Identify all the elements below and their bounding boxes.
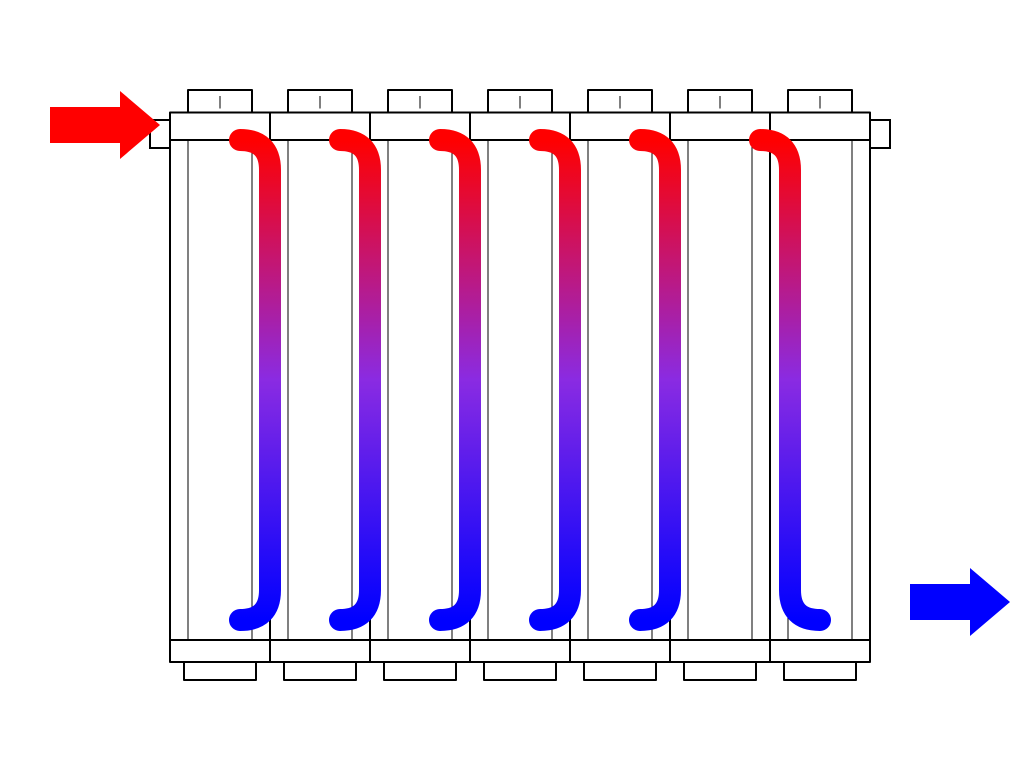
- radiator-flow-diagram: [0, 0, 1024, 768]
- radiator-section: [670, 90, 770, 680]
- radiator-section: [370, 90, 470, 680]
- radiator-section: [470, 90, 570, 680]
- radiator-section: [270, 90, 370, 680]
- outlet-port-top: [870, 120, 890, 148]
- radiator-section: [570, 90, 670, 680]
- radiator-section: [170, 90, 270, 680]
